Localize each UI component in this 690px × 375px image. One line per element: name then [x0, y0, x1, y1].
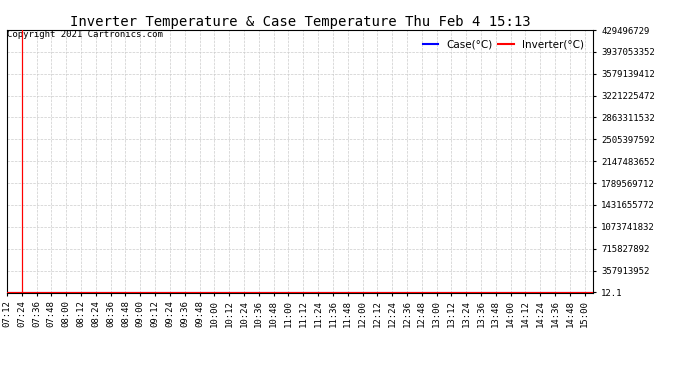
Text: Copyright 2021 Cartronics.com: Copyright 2021 Cartronics.com — [7, 30, 163, 39]
Legend: Case(°C), Inverter(°C): Case(°C), Inverter(°C) — [418, 35, 588, 54]
Title: Inverter Temperature & Case Temperature Thu Feb 4 15:13: Inverter Temperature & Case Temperature … — [70, 15, 531, 29]
